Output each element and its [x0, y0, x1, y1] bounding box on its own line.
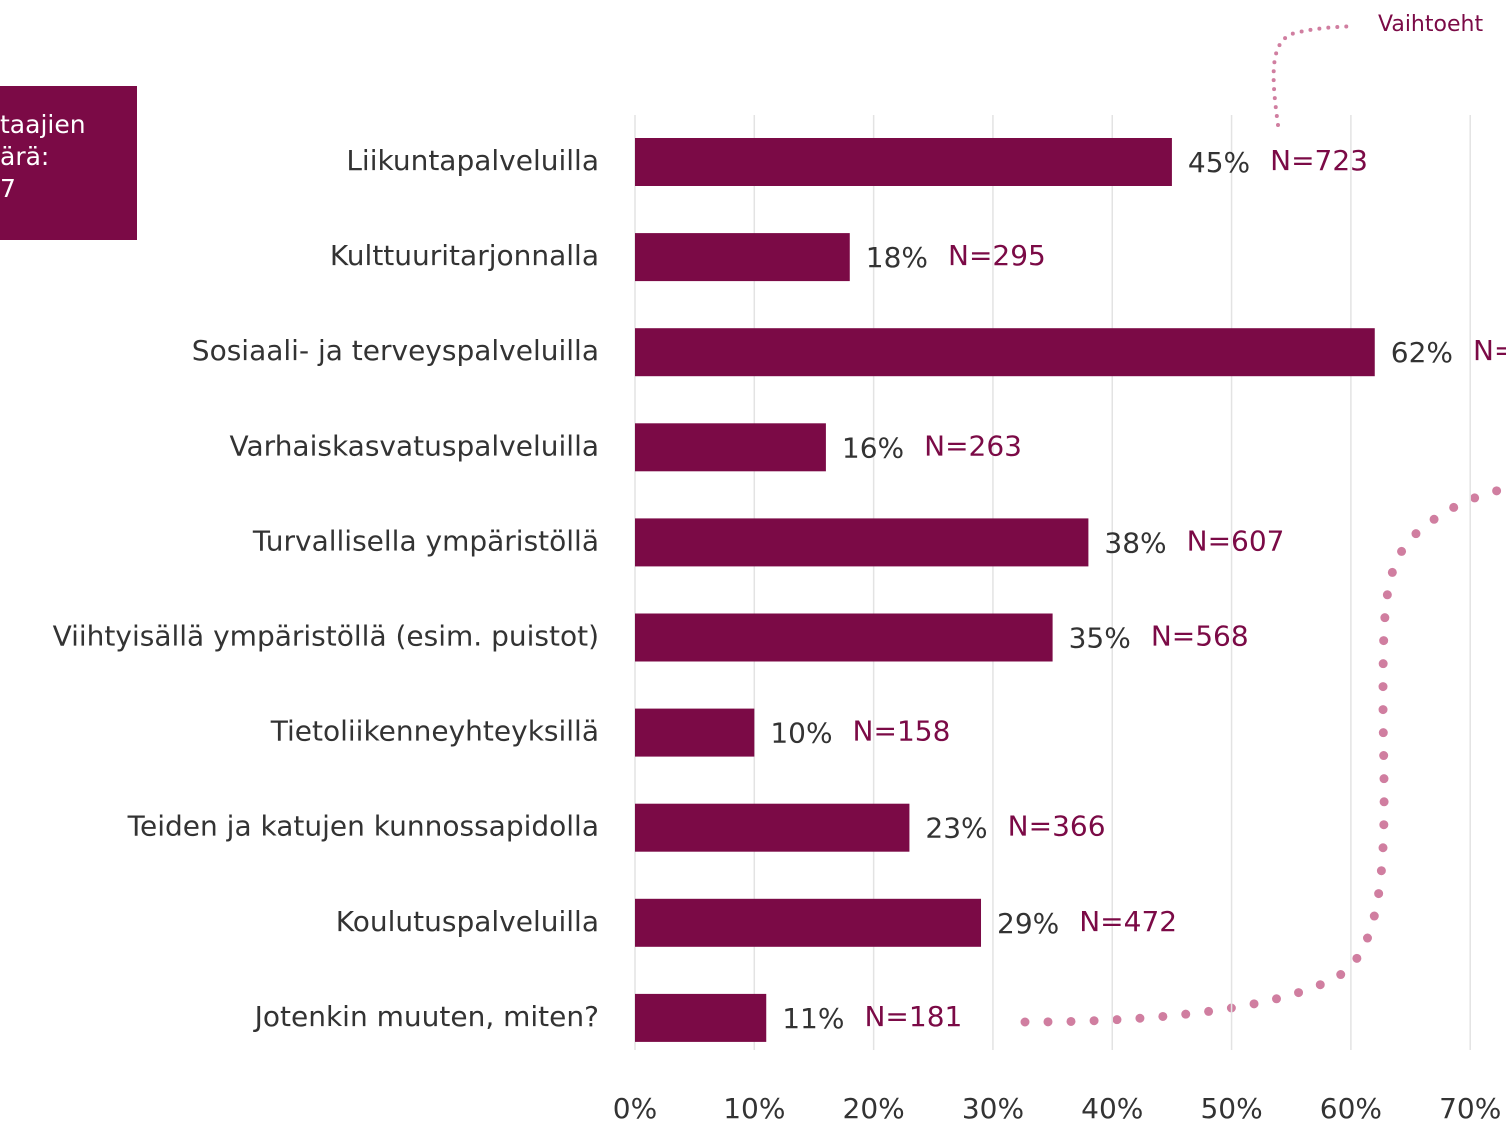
n-label: N=181: [864, 1000, 962, 1033]
value-label: 10%: [770, 717, 832, 750]
box-text: ärä:: [0, 142, 49, 171]
x-tick-label: 40%: [1081, 1092, 1143, 1125]
bar: [635, 708, 755, 757]
bar: [635, 613, 1053, 662]
value-label: 11%: [782, 1002, 844, 1035]
y-tick-label: Sosiaali- ja terveyspalveluilla: [192, 334, 599, 367]
bar: [635, 233, 850, 282]
dotted-connector: [1271, 24, 1357, 127]
y-tick-label: Turvallisella ympäristöllä: [252, 524, 599, 557]
bar: [635, 518, 1089, 567]
x-tick-label: 50%: [1200, 1092, 1262, 1125]
y-tick-label: Liikuntapalveluilla: [346, 144, 599, 177]
n-label: N=: [1473, 334, 1506, 367]
n-label: N=158: [853, 715, 951, 748]
box-text: 7: [0, 174, 16, 203]
value-label: 62%: [1391, 336, 1453, 369]
annotation: Vaihtoeht: [1378, 12, 1483, 37]
y-tick-label: Viihtyisällä ympäristöllä (esim. puistot…: [53, 620, 599, 653]
value-label: 35%: [1069, 622, 1131, 655]
x-tick-label: 60%: [1320, 1092, 1382, 1125]
bar: [635, 138, 1172, 186]
bar: [635, 423, 826, 472]
bar: [635, 898, 982, 947]
n-label: N=366: [1008, 810, 1106, 843]
bar: [635, 803, 910, 852]
n-label: N=472: [1079, 905, 1177, 938]
value-label: 45%: [1188, 146, 1250, 179]
y-tick-label: Kulttuuritarjonnalla: [330, 239, 599, 272]
n-label: N=723: [1270, 144, 1368, 177]
y-tick-label: Jotenkin muuten, miten?: [253, 1000, 599, 1033]
value-label: 29%: [997, 907, 1059, 940]
bar: [635, 328, 1375, 377]
value-label: 16%: [842, 431, 904, 464]
y-tick-label: Teiden ja katujen kunnossapidolla: [127, 810, 599, 843]
y-tick-label: Varhaiskasvatuspalveluilla: [230, 429, 599, 462]
x-tick-label: 10%: [723, 1092, 785, 1125]
y-tick-label: Koulutuspalveluilla: [336, 905, 599, 938]
n-label: N=295: [948, 239, 1046, 272]
x-tick-label: 20%: [843, 1092, 905, 1125]
y-tick-label: Tietoliikenneyhteyksillä: [270, 715, 599, 748]
value-label: 38%: [1104, 526, 1166, 559]
x-tick-label: 0%: [613, 1092, 657, 1125]
value-label: 18%: [866, 241, 928, 274]
x-tick-label: 30%: [962, 1092, 1024, 1125]
n-label: N=607: [1187, 524, 1285, 557]
dotted-connector: [1020, 485, 1505, 1027]
x-tick-label: 70%: [1439, 1092, 1501, 1125]
n-label: N=263: [924, 429, 1022, 462]
value-label: 23%: [925, 812, 987, 845]
bar: [635, 993, 767, 1042]
info-box: [0, 86, 137, 240]
n-label: N=568: [1151, 620, 1249, 653]
box-text: taajien: [0, 110, 86, 139]
